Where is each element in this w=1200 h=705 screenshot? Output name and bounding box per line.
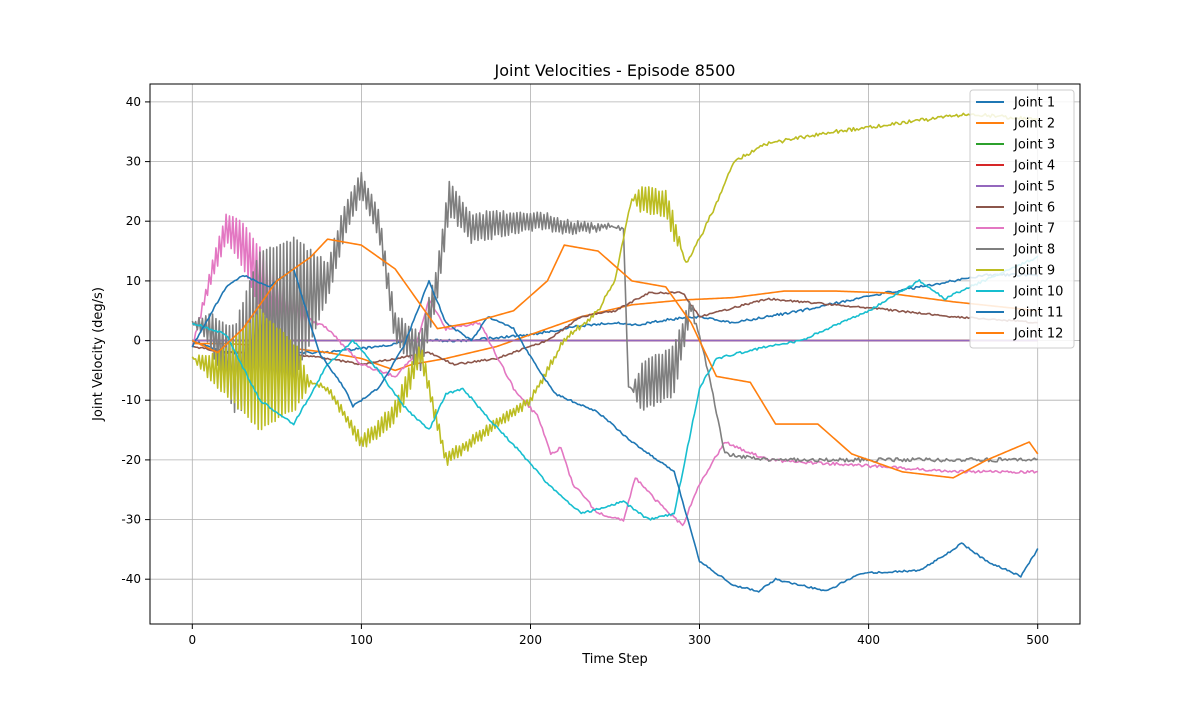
series-line-joint-7: [191, 213, 1038, 527]
legend-label: Joint 9: [1013, 264, 1055, 279]
legend: Joint 1 Joint 2 Joint 3 Joint 4 Joint 5 Joint…: [969, 89, 1075, 349]
legend-label: Joint 8: [1013, 243, 1055, 258]
legend-label: Joint 4: [1013, 159, 1055, 174]
x-tick-label: 300: [688, 633, 711, 647]
series-line-joint-11: [191, 268, 1039, 593]
legend-label: Joint 5: [1013, 180, 1055, 195]
x-tick-label: 0: [188, 633, 196, 647]
x-tick-label: 500: [1026, 633, 1049, 647]
y-tick-label: -10: [121, 393, 141, 407]
x-tick-label: 400: [857, 633, 880, 647]
y-axis-label: Joint Velocity (deg/s): [91, 287, 106, 422]
legend-label: Joint 1: [1013, 96, 1055, 111]
y-tick-label: -30: [121, 513, 141, 527]
y-tick-label: -40: [121, 572, 141, 586]
y-tick-label: 30: [126, 155, 141, 169]
series-line-joint-1: [192, 273, 1039, 355]
series-line-joint-8: [191, 171, 1038, 463]
series-line-joint-10: [192, 255, 1039, 521]
axis-ticks: 0 100 200 300 400 500 -40 -30 -20 -10 0 10 20 30 40: [121, 95, 1049, 647]
chart-title: Joint Velocities - Episode 8500: [494, 61, 736, 80]
y-tick-label: 10: [126, 274, 141, 288]
legend-label: Joint 7: [1013, 222, 1055, 237]
legend-label: Joint 11: [1013, 306, 1063, 321]
y-tick-label: 20: [126, 214, 141, 228]
series-line-joint-9: [191, 112, 1038, 466]
plot-area-frame: [149, 83, 1081, 625]
y-tick-label: 0: [133, 334, 141, 348]
x-axis-label: Time Step: [581, 652, 648, 667]
legend-label: Joint 2: [1013, 117, 1055, 132]
x-tick-label: 200: [519, 633, 542, 647]
x-tick-label: 100: [350, 633, 373, 647]
legend-label: Joint 3: [1013, 138, 1055, 153]
legend-label: Joint 12: [1013, 327, 1063, 342]
series-lines: [191, 112, 1039, 593]
legend-label: Joint 10: [1013, 285, 1063, 300]
y-tick-label: 40: [126, 95, 141, 109]
legend-box: [969, 89, 1075, 349]
y-tick-label: -20: [121, 453, 141, 467]
series-line-joint-12: [191, 238, 1039, 479]
legend-label: Joint 6: [1013, 201, 1055, 216]
